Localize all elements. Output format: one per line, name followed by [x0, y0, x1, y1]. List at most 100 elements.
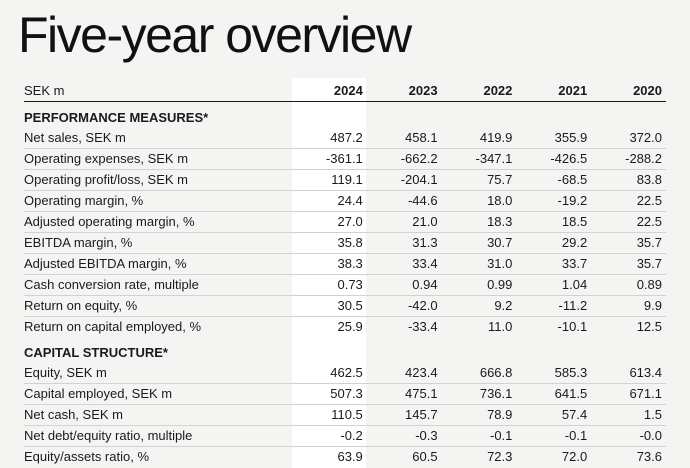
value-cell: -347.1: [441, 148, 517, 170]
value-cell: 613.4: [591, 363, 666, 384]
value-cell: 29.2: [516, 232, 592, 254]
value-cell: 423.4: [366, 363, 442, 384]
row-label: Net cash, SEK m: [24, 404, 292, 426]
value-cell: 585.3: [516, 363, 592, 384]
value-cell: -11.2: [516, 295, 592, 317]
value-cell: -288.2: [591, 148, 666, 170]
row-label: Cash conversion rate, multiple: [24, 274, 292, 296]
value-cell: 0.94: [366, 274, 442, 296]
value-cell: 63.9: [337, 449, 363, 464]
row-label: Operating margin, %: [24, 190, 292, 212]
value-cell: -10.1: [557, 319, 588, 334]
value-cell: -68.5: [516, 169, 592, 191]
table-row: Return on equity, % 30.5 -42.0 9.2 -11.2 9.9: [24, 295, 666, 317]
value-cell: 33.7: [516, 253, 592, 275]
value-cell: -0.1: [441, 425, 517, 447]
value-cell: 355.9: [516, 128, 592, 149]
section-heading-row: PERFORMANCE MEASURES*: [24, 108, 666, 128]
row-label: Return on equity, %: [24, 295, 292, 317]
value-cell: 57.4: [516, 404, 592, 426]
value-cell: 30.7: [441, 232, 517, 254]
value-cell: 83.8: [591, 169, 666, 191]
value-cell: 119.1: [292, 169, 367, 191]
value-cell: 78.9: [441, 404, 517, 426]
page-title: Five-year overview: [18, 7, 412, 63]
value-cell: -0.3: [366, 425, 442, 447]
table-row: Capital employed, SEK m 507.3 475.1 736.1 64…: [24, 383, 666, 405]
value-cell: 18.0: [441, 190, 517, 212]
row-label: Equity, SEK m: [24, 363, 292, 384]
value-cell: -0.2: [292, 425, 367, 447]
section-heading-row: CAPITAL STRUCTURE*: [24, 343, 666, 363]
value-cell: 12.5: [636, 319, 662, 334]
table-header-row: SEK m 2024 2023 2022 2021 2020: [24, 81, 666, 102]
value-cell: 31.3: [366, 232, 442, 254]
value-cell: 11.0: [488, 319, 513, 334]
value-cell: 372.0: [591, 128, 666, 149]
value-cell: 419.9: [441, 128, 517, 149]
table-row: Equity/assets ratio, % 63.9 60.5 72.3 72.0 73…: [24, 447, 666, 468]
section-heading: PERFORMANCE MEASURES*: [24, 110, 209, 125]
value-cell: 31.0: [441, 253, 517, 275]
row-label: EBITDA margin, %: [24, 232, 292, 254]
value-cell: 487.2: [292, 128, 367, 149]
row-label: Equity/assets ratio, %: [24, 449, 149, 464]
year-header: 2022: [441, 81, 517, 102]
value-cell: -204.1: [366, 169, 442, 191]
row-label: Return on capital employed, %: [24, 319, 202, 334]
value-cell: 25.9: [337, 319, 363, 334]
value-cell: 18.5: [516, 211, 592, 233]
value-cell: 736.1: [441, 383, 517, 405]
value-cell: 110.5: [292, 404, 367, 426]
unit-label: SEK m: [24, 81, 292, 102]
row-label: Adjusted EBITDA margin, %: [24, 253, 292, 275]
table-row: Operating margin, % 24.4 -44.6 18.0 -19.2 22.…: [24, 190, 666, 212]
value-cell: 72.0: [561, 449, 588, 464]
year-header: 2024: [292, 81, 367, 102]
table-row: Operating profit/loss, SEK m 119.1 -204.1 7…: [24, 169, 666, 191]
table-body: PERFORMANCE MEASURES* Net sales, SEK m 487…: [24, 102, 666, 468]
table-row: Net sales, SEK m 487.2 458.1 419.9 355.9 372.…: [24, 128, 666, 149]
value-cell: 73.6: [636, 449, 662, 464]
row-label: Net debt/equity ratio, multiple: [24, 425, 292, 447]
row-label: Operating expenses, SEK m: [24, 148, 292, 170]
value-cell: 24.4: [292, 190, 367, 212]
value-cell: 145.7: [366, 404, 442, 426]
value-cell: -361.1: [292, 148, 367, 170]
five-year-table: SEK m 2024 2023 2022 2021 2020 PERFORMAN…: [24, 81, 666, 467]
row-label: Adjusted operating margin, %: [24, 211, 292, 233]
table-row: Cash conversion rate, multiple 0.73 0.94 0.…: [24, 274, 666, 296]
value-cell: 35.7: [591, 232, 666, 254]
value-cell: 60.5: [412, 449, 438, 464]
value-cell: 0.73: [292, 274, 367, 296]
value-cell: -0.0: [591, 425, 666, 447]
value-cell: 0.99: [441, 274, 517, 296]
value-cell: 9.9: [591, 295, 666, 317]
value-cell: 30.5: [292, 295, 367, 317]
year-header: 2020: [591, 81, 666, 102]
value-cell: 21.0: [366, 211, 442, 233]
year-header: 2021: [516, 81, 592, 102]
value-cell: -44.6: [366, 190, 442, 212]
value-cell: 1.5: [591, 404, 666, 426]
table-row: Adjusted EBITDA margin, % 38.3 33.4 31.0 33.…: [24, 253, 666, 275]
value-cell: 1.04: [516, 274, 592, 296]
table-row: EBITDA margin, % 35.8 31.3 30.7 29.2 35.7: [24, 232, 666, 254]
row-label: Net sales, SEK m: [24, 128, 292, 149]
table-row: Return on capital employed, % 25.9 -33.4 11…: [24, 317, 666, 338]
value-cell: 18.3: [441, 211, 517, 233]
table-row: Equity, SEK m 462.5 423.4 666.8 585.3 613.4: [24, 363, 666, 384]
value-cell: 458.1: [366, 128, 442, 149]
table-row: Net debt/equity ratio, multiple -0.2 -0.3-…: [24, 425, 666, 447]
value-cell: 35.7: [591, 253, 666, 275]
value-cell: 462.5: [292, 363, 367, 384]
value-cell: 671.1: [591, 383, 666, 405]
value-cell: -662.2: [366, 148, 442, 170]
value-cell: -19.2: [516, 190, 592, 212]
value-cell: 475.1: [366, 383, 442, 405]
value-cell: -426.5: [516, 148, 592, 170]
value-cell: 33.4: [366, 253, 442, 275]
value-cell: 38.3: [292, 253, 367, 275]
table-row: Operating expenses, SEK m -361.1 -662.2 -34…: [24, 148, 666, 170]
value-cell: 72.3: [487, 449, 513, 464]
